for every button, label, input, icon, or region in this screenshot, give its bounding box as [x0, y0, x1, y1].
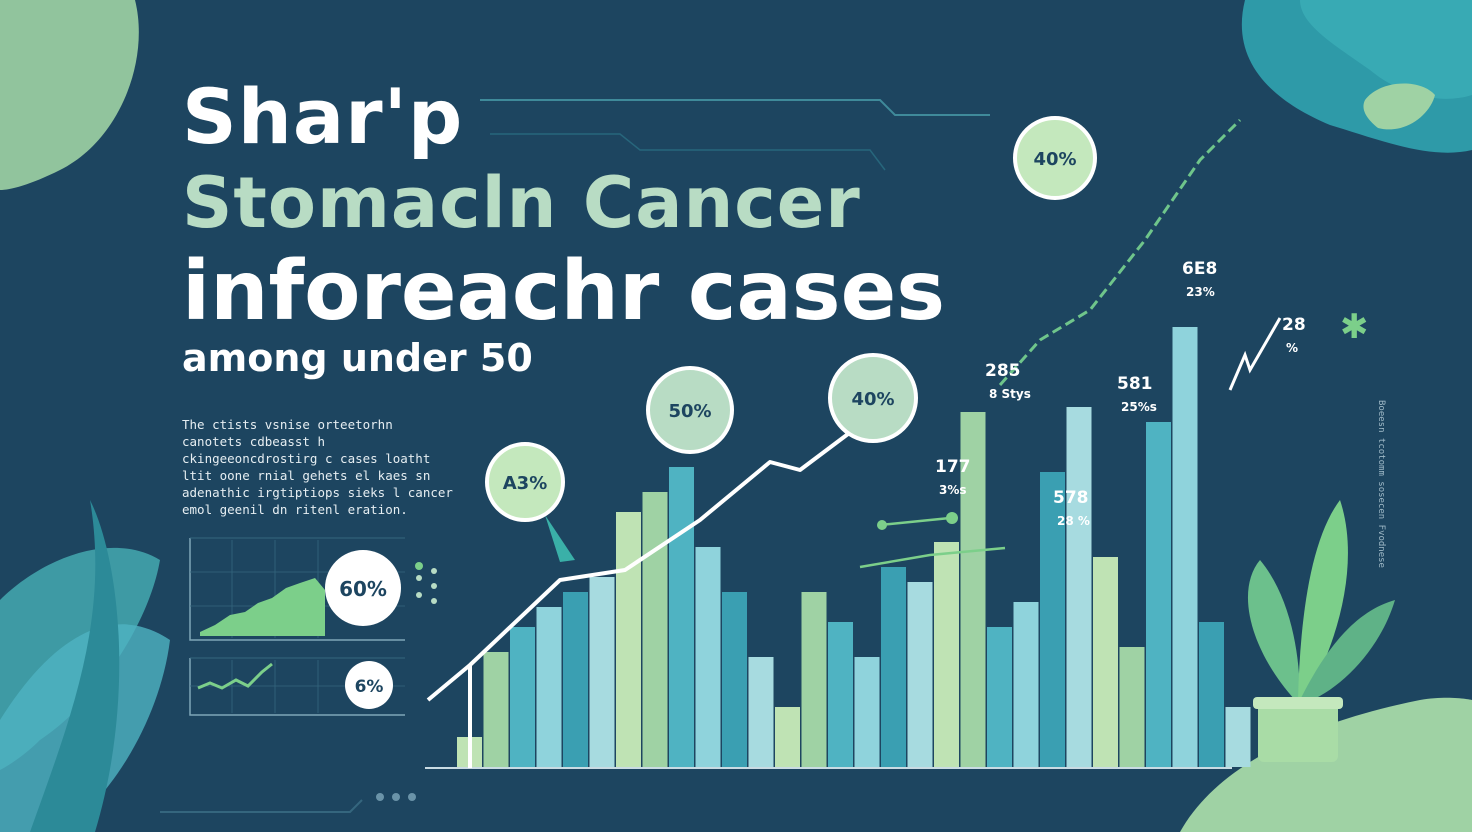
- mini-chart-2-badge: 6%: [355, 677, 384, 697]
- title-line-4: among under 50: [182, 336, 533, 380]
- bar-23: [1040, 472, 1065, 767]
- bar-13: [775, 707, 800, 767]
- bar-8: [642, 492, 668, 767]
- bar-28: [1172, 327, 1198, 767]
- leaf-icon: [1363, 83, 1435, 130]
- trend-bubble-3: [828, 353, 918, 443]
- title-line-3: inforeachr cases: [182, 244, 946, 339]
- bar-3: [510, 627, 535, 767]
- bar-9: [669, 467, 694, 767]
- bar-annotation-sub-5: 23%: [1186, 285, 1215, 299]
- title-line-2: Stomacln Cancer: [182, 162, 861, 244]
- mini-chart-2-badge-circle: [345, 661, 393, 709]
- mini-chart-2: 6%: [189, 657, 405, 716]
- bar-16: [854, 657, 880, 767]
- circuit-line-2: [490, 133, 886, 171]
- trend-bubble-1: [485, 442, 565, 522]
- bar-14: [801, 592, 827, 767]
- bar-annotation-sub-4: 25%s: [1121, 400, 1157, 414]
- bar-21: [987, 627, 1012, 767]
- bar-annotation-value-2: 285: [985, 361, 1021, 381]
- bar-6: [589, 577, 615, 767]
- bar-7: [616, 512, 641, 767]
- bar-annotation-sub-3: 28 %: [1057, 514, 1090, 528]
- bar-30: [1225, 707, 1251, 767]
- trend-line: [426, 423, 862, 768]
- trend-bubbles: A3% 50% 40% 40%: [485, 116, 1097, 562]
- bar-22: [1013, 602, 1039, 767]
- bar-5: [563, 592, 588, 767]
- mini-chart-1-badge: 60%: [339, 577, 387, 601]
- mini-chart-1-badge-circle: [325, 550, 401, 626]
- trend-bubble-4: [1013, 116, 1097, 200]
- bar-20: [960, 412, 986, 767]
- mini-chart-1-area: [200, 578, 325, 636]
- bar-25: [1093, 557, 1118, 767]
- bar-24: [1066, 407, 1092, 767]
- bar-annotation-value-5: 6E8: [1182, 259, 1217, 279]
- bar-annotation-sub-2: 8 Stys: [989, 387, 1031, 401]
- asterisk-icon: ✱: [1340, 307, 1369, 347]
- mini-chart-2-line: [197, 662, 273, 690]
- trend-line-green: [998, 118, 1242, 386]
- bar-annotation-sub-6: %: [1286, 341, 1298, 355]
- bar-29: [1199, 622, 1224, 767]
- trend-bubble-2: [646, 366, 734, 454]
- bar-11: [722, 592, 747, 767]
- bar-18: [907, 582, 933, 767]
- mini-chart-1: 60%: [189, 537, 437, 641]
- trend-bubble-label-1: A3%: [503, 473, 548, 494]
- bar-27: [1146, 422, 1171, 767]
- description-text: The ctists vsnise orteetorhn canotets cd…: [182, 417, 453, 517]
- bar-15: [828, 622, 853, 767]
- circuit-line-1: [480, 99, 990, 116]
- bar-10: [695, 547, 721, 767]
- bar-19: [934, 542, 959, 767]
- top-left-leaf: [0, 0, 139, 190]
- bar-17: [881, 567, 906, 767]
- bottom-right-blob: [1180, 697, 1472, 832]
- bar-2: [483, 652, 509, 767]
- bottom-left-leaf-3: [30, 500, 120, 832]
- bubble-pointer: [545, 515, 575, 562]
- bar-4: [536, 607, 562, 767]
- bar-annotation-value-3: 578: [1053, 488, 1089, 508]
- bar-12: [748, 657, 774, 767]
- top-right-blob-inner: [1300, 0, 1472, 99]
- bar-annotation-value-6: 28: [1282, 315, 1306, 335]
- bar-annotation-value-1: 177: [935, 457, 971, 477]
- bar-annotation-sub-1: 3%s: [939, 483, 967, 497]
- bar-annotation-value-4: 581: [1117, 374, 1153, 394]
- title-line-1: Shar'p: [182, 72, 464, 161]
- trend-bubble-label-3: 40%: [851, 389, 894, 410]
- bars-group: [457, 327, 1251, 767]
- trend-bubble-label-4: 40%: [1033, 149, 1076, 170]
- bar-26: [1119, 647, 1145, 767]
- trend-line-secondary: [859, 516, 1006, 569]
- bar-annotations: 177 3%s 285 8 Stys 578 28 % 581 25%s 6E8 23% 28%: [935, 259, 1306, 528]
- trend-bubble-label-2: 50%: [668, 401, 711, 422]
- potted-plant: [1247, 500, 1395, 762]
